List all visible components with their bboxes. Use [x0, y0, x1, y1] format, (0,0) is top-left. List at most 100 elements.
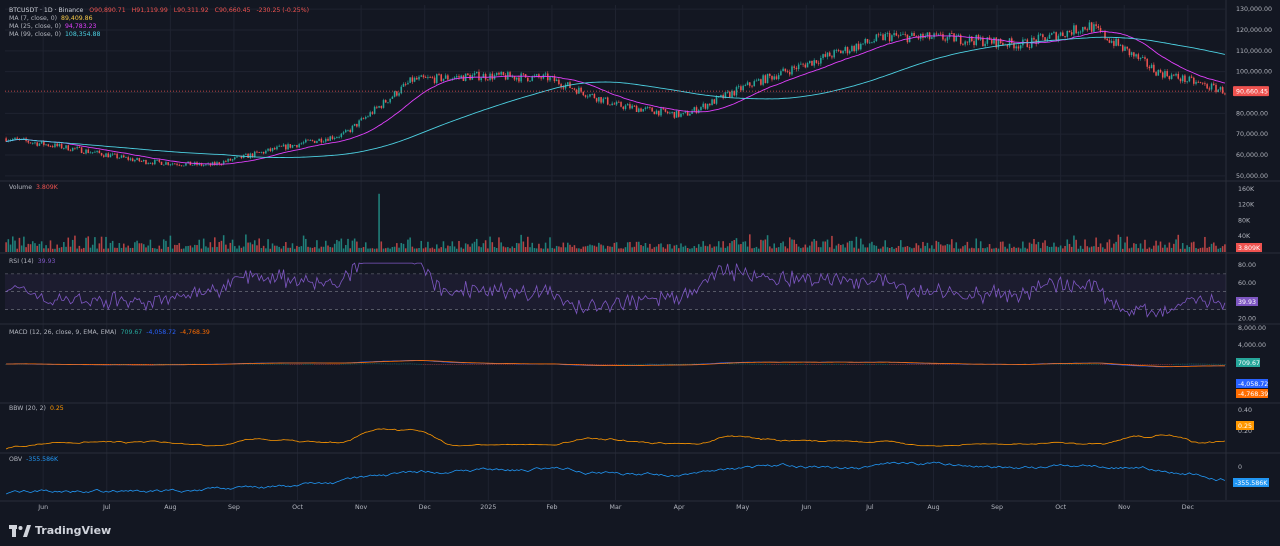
ma7-label[interactable]: MA (7, close, 0)	[9, 15, 58, 22]
macd-hist-bar	[826, 363, 829, 365]
volume-bar	[1193, 241, 1195, 252]
volume-bar	[1150, 248, 1153, 252]
volume-bar	[45, 245, 47, 252]
obv-legend[interactable]: OBV -355.586K	[9, 456, 62, 464]
volume-bar	[1113, 243, 1115, 252]
candle-body	[1144, 57, 1146, 59]
candle-body	[1097, 26, 1100, 29]
candle-body	[178, 164, 181, 166]
bbw-legend[interactable]: BBW (20, 2) 0.25	[9, 405, 68, 413]
close-value: C90,660.45	[214, 7, 251, 14]
candle-body	[820, 57, 822, 64]
candle-body	[509, 72, 511, 77]
macd-hist-bar	[922, 364, 924, 365]
rsi-legend[interactable]: RSI (14) 39.93	[9, 258, 59, 266]
candle-body	[318, 138, 320, 142]
volume-bar	[1215, 245, 1217, 252]
volume-bar	[347, 238, 349, 252]
macd-label: MACD (12, 26, close, 9, EMA, EMA)	[9, 329, 117, 336]
volume-bar	[764, 239, 767, 252]
volume-bar	[491, 242, 494, 252]
volume-bar	[1117, 234, 1120, 252]
volume-bar	[98, 243, 101, 252]
macd-hist-bar	[760, 363, 762, 365]
candle-body	[313, 140, 316, 143]
candle-body	[191, 164, 194, 166]
tradingview-logo[interactable]: TradingView	[9, 524, 111, 537]
macd-hist-bar	[142, 363, 145, 365]
candle-body	[1028, 47, 1031, 48]
macd-hist-bar	[797, 363, 800, 365]
candle-body	[939, 33, 942, 35]
symbol-label[interactable]: BTCUSDT · 1D · Binance	[9, 7, 84, 14]
candle-body	[387, 102, 389, 104]
candle-body	[1177, 73, 1180, 79]
macd-hist-bar	[409, 363, 411, 365]
candle-body	[407, 82, 409, 85]
macd-hist-bar	[788, 364, 791, 365]
candle-body	[1084, 27, 1086, 30]
macd-hist-bar	[103, 364, 105, 365]
volume-bar	[396, 243, 398, 252]
ma25-label[interactable]: MA (25, close, 0)	[9, 23, 61, 30]
volume-bar	[296, 245, 298, 252]
candle-body	[1197, 81, 1200, 83]
candle-body	[1224, 93, 1226, 95]
macd-hist-bar	[1137, 364, 1140, 365]
candle-body	[1130, 52, 1133, 56]
volume-bar	[305, 238, 307, 252]
candle-body	[982, 37, 984, 47]
volume-bar	[1019, 248, 1022, 252]
macd-hist-bar	[169, 363, 172, 365]
volume-bar	[733, 240, 736, 252]
candle-body	[673, 112, 676, 118]
candle-body	[216, 162, 218, 165]
volume-bar	[149, 239, 152, 252]
candle-body	[924, 35, 926, 38]
candle-body	[975, 35, 978, 46]
ma99-line	[6, 36, 1225, 158]
volume-bar	[189, 245, 192, 252]
macd-legend[interactable]: MACD (12, 26, close, 9, EMA, EMA) 709.67-…	[9, 329, 214, 337]
volume-bar	[649, 243, 651, 252]
candle-body	[420, 75, 423, 77]
ma99-label[interactable]: MA (99, close, 0)	[9, 31, 61, 38]
volume-bar	[509, 248, 511, 252]
candle-body	[946, 37, 949, 41]
volume-legend[interactable]: Volume 3.809K	[9, 184, 62, 192]
macd-hist-bar	[393, 363, 396, 365]
candle-body	[753, 81, 756, 87]
volume-bar	[458, 241, 460, 252]
macd-hist-bar	[285, 363, 287, 365]
candle-body	[100, 153, 103, 156]
volume-bar	[660, 243, 662, 252]
volume-bar	[640, 244, 642, 252]
volume-bar	[531, 242, 534, 252]
volume-bar	[578, 248, 580, 252]
candle-body	[404, 83, 407, 85]
volume-bar	[522, 241, 525, 252]
volume-bar	[911, 248, 913, 252]
volume-bar	[860, 238, 862, 252]
candle-body	[47, 144, 50, 147]
candle-body	[586, 96, 589, 98]
candle-body	[240, 155, 243, 159]
macd-hist-bar	[793, 363, 795, 365]
macd-hist-bar	[835, 363, 838, 365]
volume-bar	[267, 239, 269, 252]
volume-bar	[11, 236, 14, 252]
volume-bar	[962, 246, 964, 252]
candle-body	[942, 34, 944, 40]
macd-hist-bar	[613, 364, 616, 365]
candle-body	[1104, 30, 1106, 39]
volume-bar	[413, 248, 416, 252]
macd-hist-bar	[1193, 363, 1195, 365]
candle-body	[680, 113, 682, 117]
macd-hist-bar	[402, 363, 405, 365]
volume-bar	[74, 235, 76, 252]
volume-bar	[979, 241, 982, 252]
macd-hist-bar	[262, 363, 265, 365]
macd-hist-bar	[180, 363, 183, 365]
volume-bar	[229, 242, 232, 252]
